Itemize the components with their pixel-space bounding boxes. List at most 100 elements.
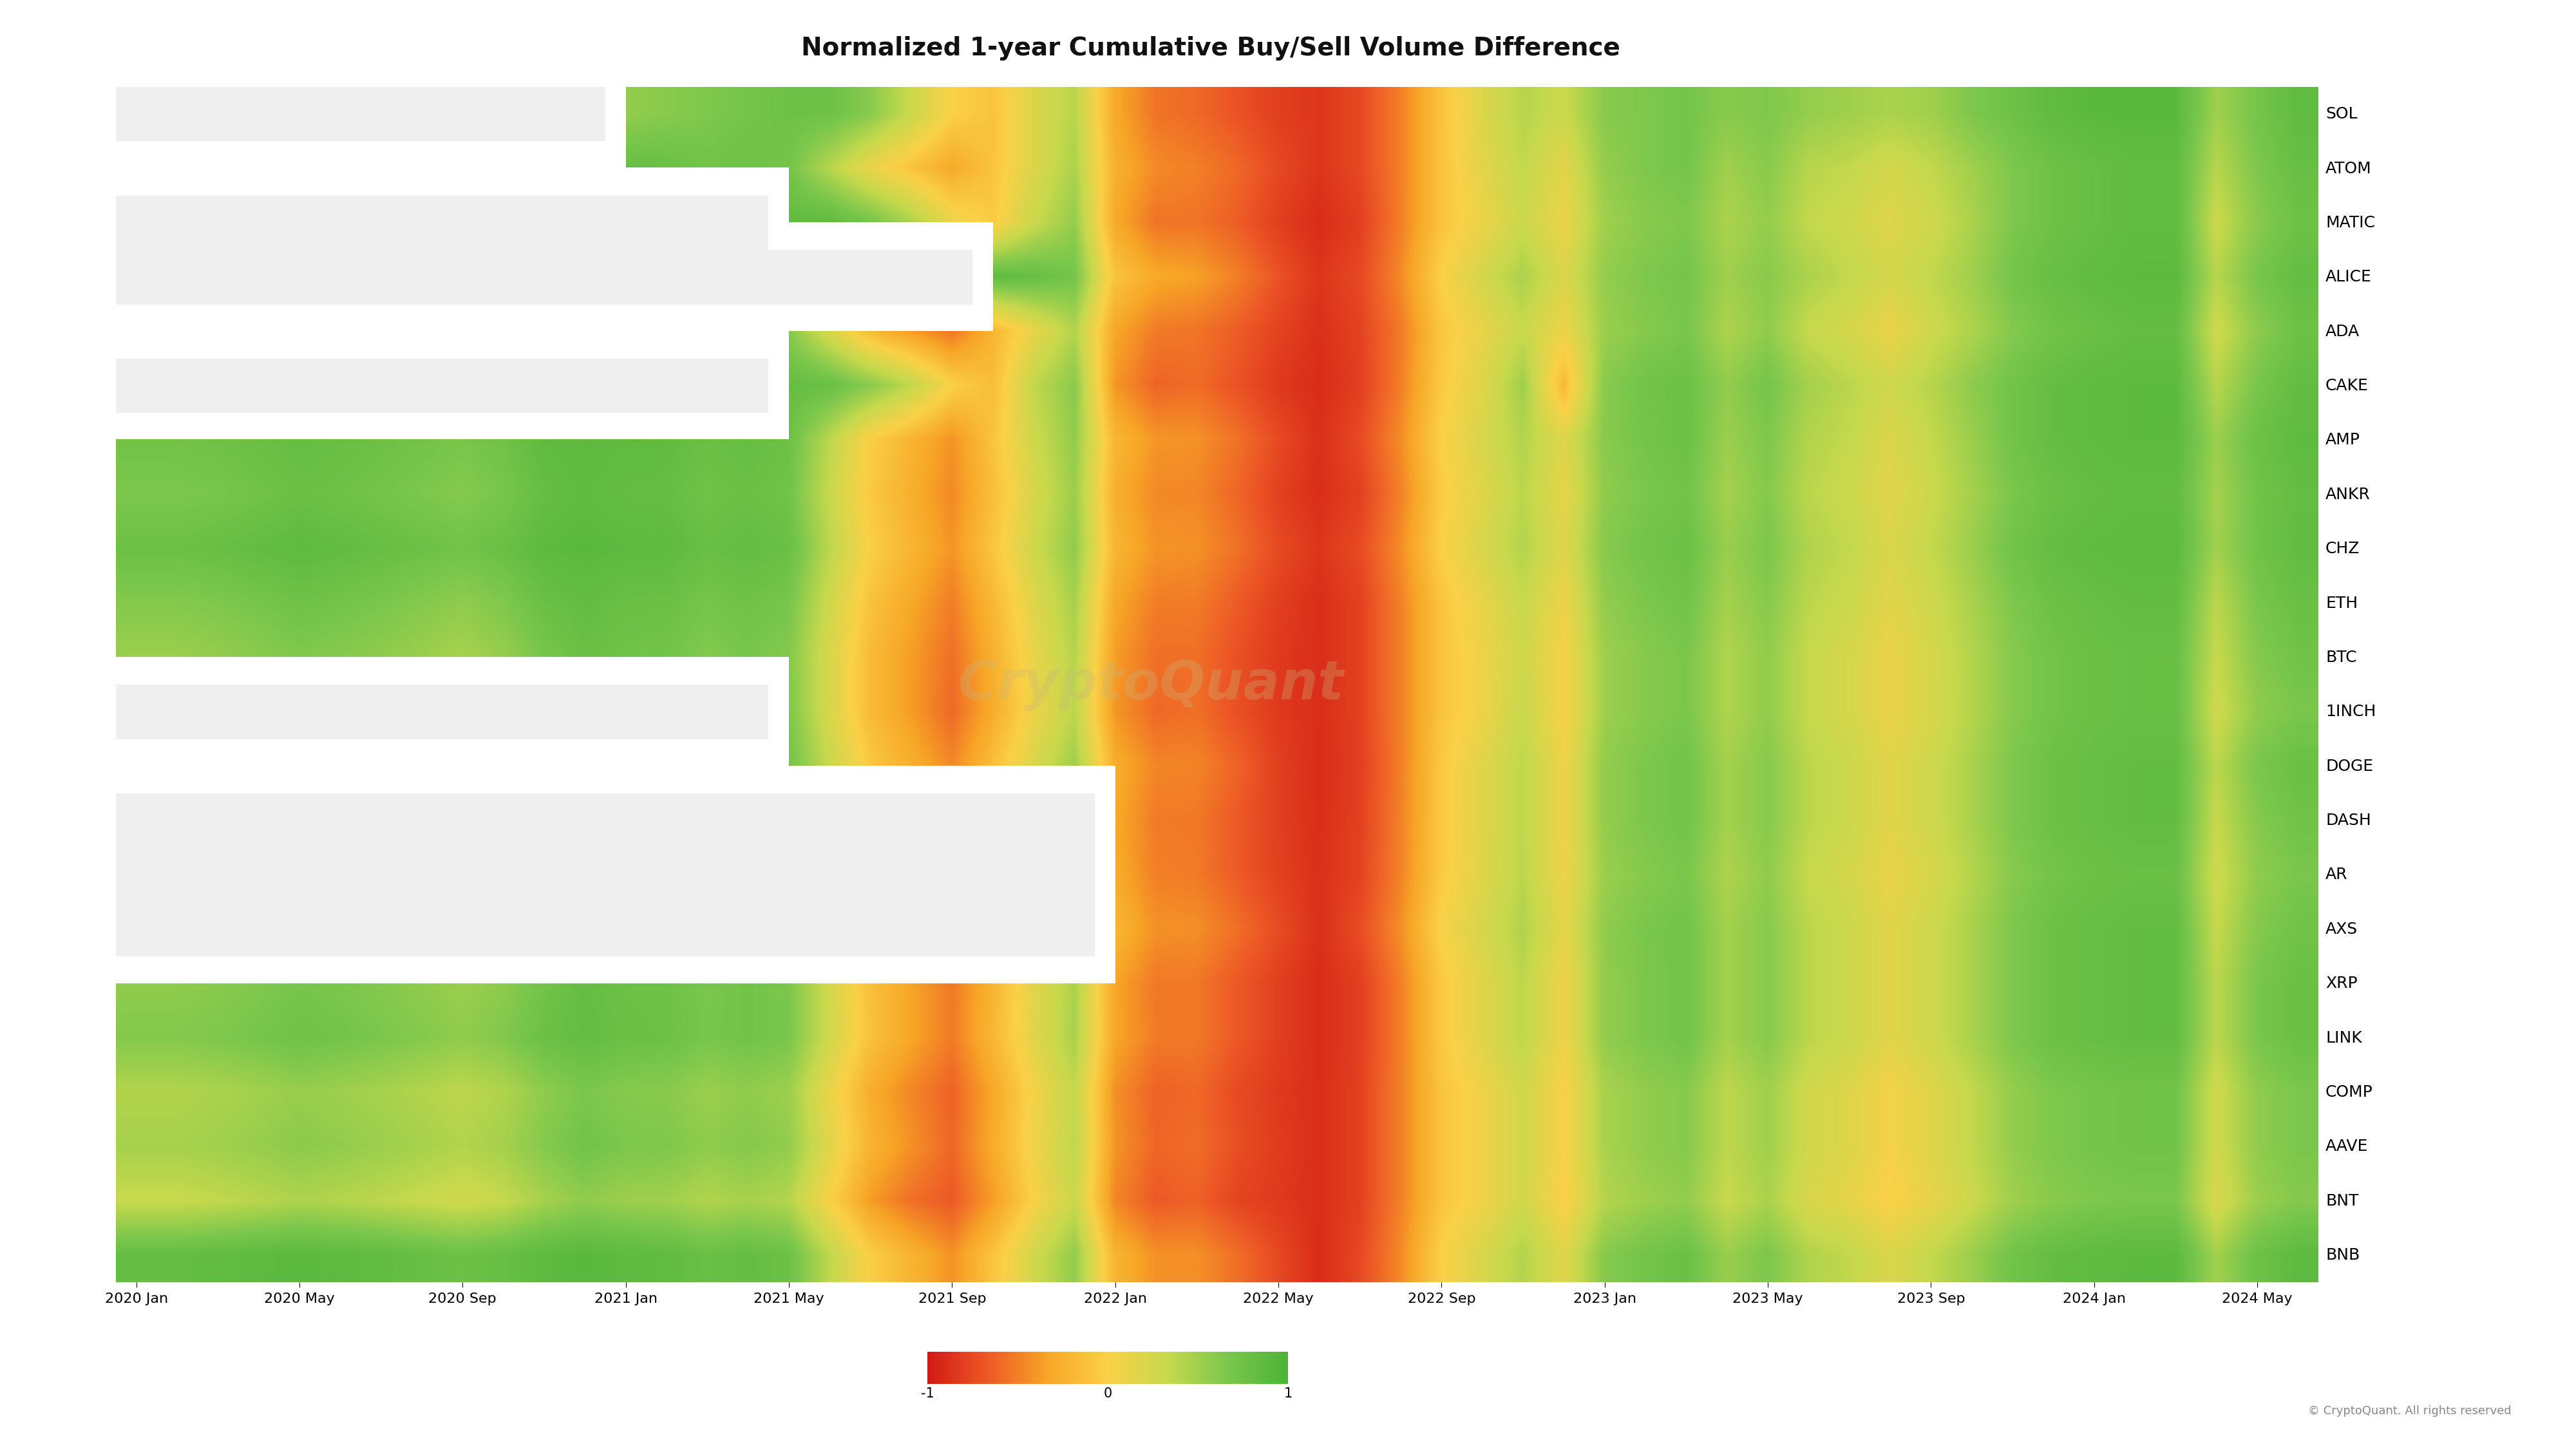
Bar bbox=[482, 358, 523, 413]
Bar bbox=[198, 196, 237, 249]
Bar bbox=[278, 901, 319, 956]
Bar bbox=[523, 249, 564, 304]
Bar bbox=[402, 249, 443, 304]
Bar bbox=[974, 901, 1012, 956]
Bar bbox=[933, 249, 974, 304]
Bar bbox=[482, 196, 523, 249]
Bar bbox=[157, 794, 198, 848]
Bar bbox=[443, 794, 484, 848]
Bar bbox=[402, 358, 443, 413]
Bar bbox=[198, 684, 237, 739]
Bar bbox=[688, 196, 726, 249]
Bar bbox=[116, 794, 157, 848]
Bar bbox=[482, 87, 523, 141]
Bar bbox=[523, 848, 564, 901]
Bar bbox=[157, 848, 198, 901]
Bar bbox=[523, 196, 564, 249]
Bar bbox=[278, 358, 319, 413]
Bar bbox=[564, 684, 605, 739]
Bar bbox=[116, 196, 157, 249]
Bar bbox=[647, 901, 688, 956]
Bar bbox=[809, 848, 850, 901]
Bar bbox=[116, 901, 157, 956]
Bar bbox=[237, 684, 278, 739]
Bar bbox=[237, 196, 278, 249]
Bar bbox=[402, 87, 443, 141]
Text: CryptoQuant: CryptoQuant bbox=[958, 658, 1345, 710]
Bar bbox=[891, 848, 933, 901]
Bar bbox=[319, 901, 361, 956]
Bar bbox=[605, 358, 647, 413]
Bar bbox=[237, 901, 278, 956]
Bar bbox=[688, 901, 726, 956]
Bar bbox=[482, 684, 523, 739]
Bar bbox=[688, 848, 726, 901]
Bar bbox=[933, 794, 974, 848]
Bar bbox=[402, 794, 443, 848]
Bar bbox=[198, 87, 237, 141]
Bar bbox=[1012, 848, 1054, 901]
Bar bbox=[1054, 901, 1095, 956]
Bar bbox=[237, 794, 278, 848]
Bar bbox=[729, 794, 768, 848]
Bar bbox=[564, 848, 605, 901]
Bar bbox=[729, 196, 768, 249]
Bar bbox=[278, 249, 319, 304]
Bar bbox=[647, 196, 688, 249]
Bar bbox=[443, 358, 484, 413]
Bar bbox=[237, 249, 278, 304]
Bar bbox=[850, 794, 891, 848]
Bar bbox=[482, 249, 523, 304]
Bar bbox=[319, 684, 361, 739]
Bar bbox=[361, 358, 402, 413]
Bar bbox=[319, 196, 361, 249]
Bar bbox=[443, 87, 484, 141]
Bar bbox=[564, 901, 605, 956]
Bar bbox=[361, 249, 402, 304]
Bar bbox=[443, 901, 484, 956]
Bar bbox=[891, 794, 933, 848]
Bar bbox=[605, 249, 647, 304]
Text: © CryptoQuant. All rights reserved: © CryptoQuant. All rights reserved bbox=[2308, 1406, 2512, 1417]
Bar bbox=[319, 794, 361, 848]
Bar bbox=[278, 684, 319, 739]
Bar bbox=[482, 901, 523, 956]
Bar bbox=[605, 684, 647, 739]
Bar bbox=[523, 901, 564, 956]
Bar bbox=[974, 794, 1012, 848]
Bar bbox=[647, 358, 688, 413]
Bar bbox=[768, 901, 809, 956]
Bar bbox=[443, 848, 484, 901]
Bar bbox=[198, 249, 237, 304]
Bar bbox=[157, 684, 198, 739]
Bar bbox=[402, 196, 443, 249]
Text: Normalized 1-year Cumulative Buy/Sell Volume Difference: Normalized 1-year Cumulative Buy/Sell Vo… bbox=[801, 36, 1620, 61]
Bar bbox=[891, 901, 933, 956]
Bar bbox=[198, 358, 237, 413]
Bar bbox=[116, 358, 157, 413]
Bar bbox=[605, 794, 647, 848]
Bar bbox=[605, 196, 647, 249]
Bar bbox=[116, 848, 157, 901]
Bar bbox=[933, 901, 974, 956]
Bar bbox=[768, 249, 809, 304]
Bar bbox=[361, 684, 402, 739]
Bar bbox=[605, 901, 647, 956]
Bar bbox=[361, 901, 402, 956]
Bar bbox=[361, 794, 402, 848]
Bar bbox=[361, 848, 402, 901]
Bar bbox=[729, 848, 768, 901]
Bar bbox=[523, 684, 564, 739]
Bar bbox=[1054, 848, 1095, 901]
Bar bbox=[523, 794, 564, 848]
Bar bbox=[564, 249, 605, 304]
Bar bbox=[564, 87, 605, 141]
Bar bbox=[688, 684, 726, 739]
Bar bbox=[157, 249, 198, 304]
Bar bbox=[157, 196, 198, 249]
Bar bbox=[1012, 794, 1054, 848]
Bar bbox=[768, 848, 809, 901]
Bar bbox=[647, 684, 688, 739]
Bar bbox=[1012, 901, 1054, 956]
Bar bbox=[850, 901, 891, 956]
